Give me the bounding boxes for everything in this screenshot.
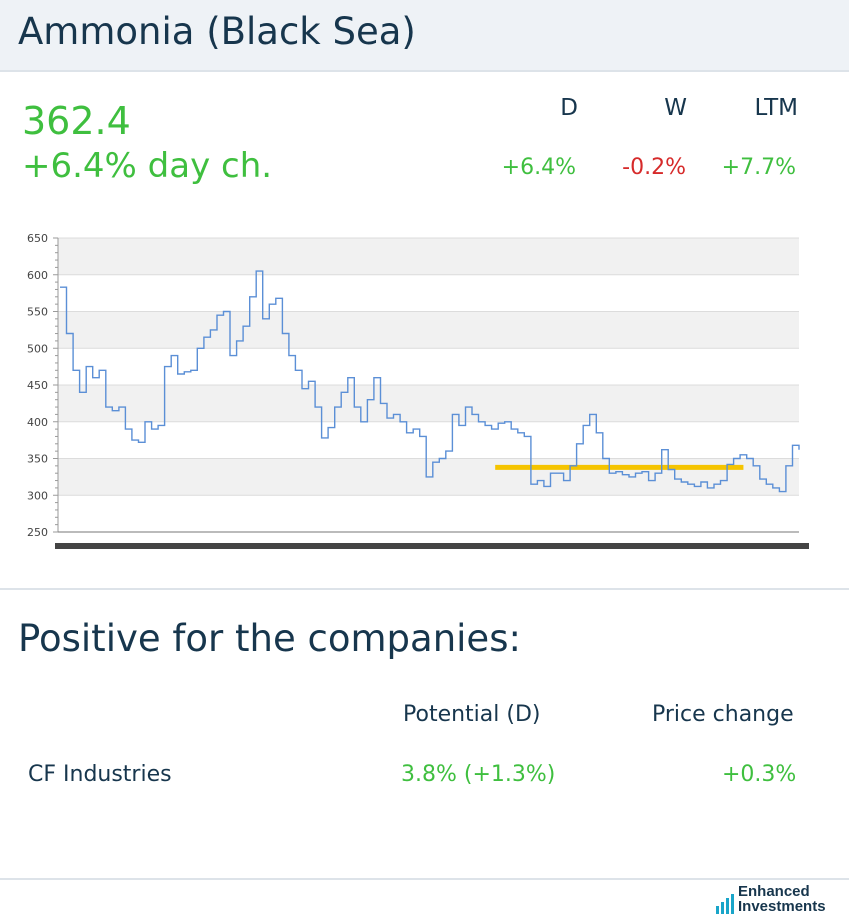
- y-tick-label: 250: [27, 526, 48, 539]
- period-value-d: +6.4%: [501, 155, 576, 180]
- y-tick-label: 650: [27, 232, 48, 245]
- section-divider: [0, 588, 849, 590]
- enhanced-investments-logo: Enhanced Investments: [716, 884, 826, 918]
- y-tick-label: 550: [27, 306, 48, 319]
- page-title: Ammonia (Black Sea): [18, 10, 416, 53]
- y-tick-label: 500: [27, 342, 48, 355]
- current-price: 362.4: [22, 99, 131, 143]
- day-change: +6.4% day ch.: [22, 146, 273, 186]
- grid-band: [58, 385, 799, 422]
- period-value-ltm: +7.7%: [721, 155, 796, 180]
- y-tick-label: 450: [27, 379, 48, 392]
- y-tick-label: 400: [27, 416, 48, 429]
- y-tick-label: 350: [27, 453, 48, 466]
- grid-band: [58, 274, 799, 312]
- y-tick-label: 300: [27, 489, 48, 502]
- period-header-w: W: [664, 95, 687, 121]
- period-header-d: D: [560, 95, 578, 121]
- price-series-line: [60, 270, 800, 493]
- grid-band: [58, 238, 799, 275]
- grid-band: [58, 311, 799, 349]
- bar-chart-icon: [716, 894, 734, 914]
- section-title: Positive for the companies:: [18, 617, 521, 660]
- period-header-ltm: LTM: [754, 95, 798, 121]
- footer-divider: [0, 878, 849, 880]
- logo-text: Enhanced Investments: [738, 883, 826, 915]
- company-potential: 3.8% (+1.3%): [401, 762, 556, 787]
- grid-band: [58, 421, 799, 459]
- company-price-change: +0.3%: [722, 762, 797, 787]
- column-header-potential: Potential (D): [403, 702, 541, 727]
- header-bar: Ammonia (Black Sea): [0, 0, 849, 72]
- x-axis-ticks: [55, 543, 809, 549]
- grid-band: [58, 495, 799, 532]
- column-header-price-change: Price change: [652, 702, 794, 727]
- company-name: CF Industries: [28, 762, 172, 787]
- period-value-w: -0.2%: [622, 155, 686, 180]
- y-tick-label: 600: [27, 269, 48, 282]
- grid-band: [58, 348, 799, 385]
- price-chart: 650 600 550 500 450 400 350 300 250: [27, 232, 809, 549]
